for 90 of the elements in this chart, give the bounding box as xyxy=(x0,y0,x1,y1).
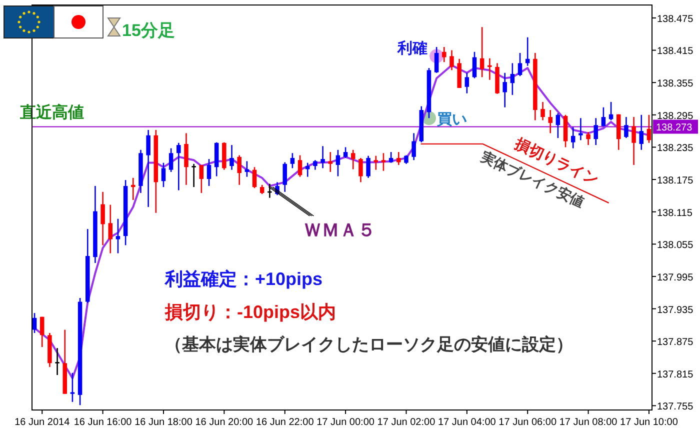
candlestick xyxy=(298,154,302,178)
candlestick xyxy=(594,117,598,146)
candlestick xyxy=(388,151,394,164)
x-tick-label: 16 Jun 18:00 xyxy=(134,417,193,428)
candlestick xyxy=(40,316,44,348)
x-tick-label: 17 Jun 08:00 xyxy=(559,417,618,428)
annotation: 利確 xyxy=(396,40,428,58)
x-tick-label: 16 Jun 2014 xyxy=(14,417,70,428)
y-tick-label: 137.875 xyxy=(657,337,694,348)
x-tick-label: 17 Jun 04:00 xyxy=(438,417,496,428)
annotation: （基本は実体ブレイクしたローソク足の安値に設定） xyxy=(165,335,573,354)
candlestick xyxy=(320,145,325,169)
text: ＷＭＡ５ xyxy=(304,220,376,240)
candlestick xyxy=(305,162,310,178)
candlestick xyxy=(260,184,264,195)
candlestick xyxy=(639,114,644,151)
y-tick-label: 138.175 xyxy=(657,175,694,186)
candlestick xyxy=(381,152,386,172)
candlestick xyxy=(237,154,242,186)
candlestick xyxy=(488,58,492,81)
candlestick xyxy=(442,46,446,63)
candlestick xyxy=(184,132,188,186)
candlestick xyxy=(192,163,196,188)
candlestick xyxy=(480,26,484,78)
candlestick xyxy=(313,159,318,170)
candlestick xyxy=(161,162,166,188)
y-tick-label: 137.815 xyxy=(657,369,694,380)
y-tick-label: 138.355 xyxy=(657,78,694,90)
candlestick xyxy=(570,126,576,149)
y-tick-label: 138.055 xyxy=(657,240,694,252)
y-tick-label: 138.415 xyxy=(657,46,694,58)
candlestick xyxy=(108,204,113,254)
candlestick xyxy=(176,142,181,191)
candlestick xyxy=(116,218,120,254)
x-tick-label: 16 Jun 20:00 xyxy=(195,417,254,428)
candlestick xyxy=(290,152,295,169)
candlestick xyxy=(632,116,636,166)
candlestick xyxy=(206,158,212,187)
candlestick xyxy=(351,149,356,170)
candlestick xyxy=(412,132,416,161)
x-tick-label: 17 Jun 02:00 xyxy=(377,417,436,428)
text: 15分足 xyxy=(122,21,175,40)
candlestick xyxy=(282,162,287,193)
y-tick-label: 137.755 xyxy=(657,402,694,413)
x-tick-label: 17 Jun 00:00 xyxy=(316,417,375,428)
candlestick xyxy=(556,112,560,139)
candlestick xyxy=(366,155,370,179)
candlestick xyxy=(336,149,340,177)
y-tick-label: 137.935 xyxy=(657,304,694,316)
annotation: 買い xyxy=(436,111,467,128)
candlestick xyxy=(374,155,378,170)
x-tick-label: 17 Jun 06:00 xyxy=(498,417,557,428)
candlestick xyxy=(131,177,136,201)
candlestick xyxy=(464,72,470,94)
candlestick xyxy=(70,372,75,403)
candlestick xyxy=(548,109,552,134)
x-tick-label: 17 Jun 10:00 xyxy=(620,417,678,428)
candlestick xyxy=(518,52,522,77)
x-tick-label: 16 Jun 16:00 xyxy=(74,417,132,428)
y-tick-label: 137.995 xyxy=(657,272,694,284)
y-tick-label: 138.475 xyxy=(657,14,694,25)
y-tick-label: 138.235 xyxy=(657,143,694,154)
annotation: 利益確定：+10pips xyxy=(164,269,323,289)
candlestick xyxy=(434,46,439,74)
candlestick xyxy=(450,50,454,71)
candlestick xyxy=(510,62,515,96)
candlestick xyxy=(230,144,234,170)
candlestick xyxy=(199,164,204,194)
y-tick-label: 138.273 xyxy=(656,122,693,134)
candlestick xyxy=(540,101,545,121)
annotation: 損切り：-10pips以内 xyxy=(164,302,336,322)
candlestick xyxy=(601,106,606,127)
candlestick xyxy=(328,151,332,173)
y-tick-label: 138.115 xyxy=(657,208,693,219)
candlestick xyxy=(168,148,174,173)
candlestick xyxy=(32,312,37,334)
candlestick xyxy=(396,151,401,166)
candlestick xyxy=(100,191,105,246)
candlestick xyxy=(55,347,60,376)
candlestick xyxy=(358,157,363,183)
candlestick xyxy=(586,131,590,146)
candlestick xyxy=(578,117,583,141)
x-tick-label: 16 Jun 22:00 xyxy=(256,417,314,428)
candlestick xyxy=(624,116,628,139)
candlestick xyxy=(146,129,150,208)
candlestick xyxy=(502,72,507,108)
candlestick xyxy=(343,146,348,159)
y-tick-label: 138.295 xyxy=(657,110,694,122)
candlestick xyxy=(472,51,477,79)
candlestick xyxy=(252,166,257,189)
